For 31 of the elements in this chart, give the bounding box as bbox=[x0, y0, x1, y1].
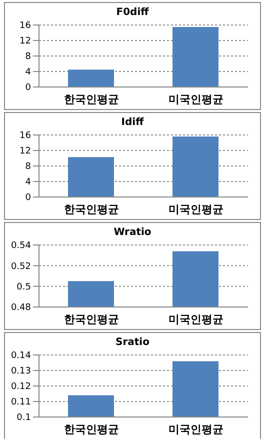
x-tick-label: 미국인평균 bbox=[168, 202, 224, 216]
x-tick-label: 미국인평균 bbox=[168, 422, 224, 436]
y-tick-label: 0.14 bbox=[10, 351, 32, 362]
y-tick-label: 0 bbox=[25, 193, 32, 204]
y-tick-label: 0.52 bbox=[10, 262, 31, 272]
y-tick-label: 8 bbox=[25, 52, 32, 62]
x-tick-label: 한국인평균 bbox=[64, 312, 119, 326]
y-tick-label: 16 bbox=[20, 21, 32, 32]
y-tick-label: 0.1 bbox=[16, 413, 31, 424]
chart-title: Sratio bbox=[114, 336, 150, 350]
x-tick-label: 미국인평균 bbox=[168, 312, 224, 326]
y-tick-label: 4 bbox=[25, 178, 32, 188]
y-tick-label: 0.13 bbox=[10, 366, 31, 377]
x-tick-label: 한국인평균 bbox=[64, 422, 119, 436]
chart-title: Idiff bbox=[120, 116, 145, 130]
y-tick-label: 12 bbox=[20, 146, 31, 157]
chart-title: F0diff bbox=[115, 6, 150, 20]
y-tick-label: 0.54 bbox=[10, 241, 32, 252]
x-tick-label: 한국인평균 bbox=[64, 202, 119, 216]
y-tick-label: 8 bbox=[25, 162, 32, 172]
y-tick-label: 0.5 bbox=[16, 282, 31, 293]
x-tick-label: 한국인평균 bbox=[64, 92, 119, 106]
y-tick-label: 0.11 bbox=[10, 398, 31, 408]
y-tick-label: 12 bbox=[20, 36, 31, 47]
y-tick-label: 4 bbox=[25, 68, 32, 78]
y-tick-label: 0 bbox=[25, 83, 32, 94]
y-tick-label: 0.48 bbox=[10, 303, 32, 314]
x-tick-label: 미국인평균 bbox=[168, 92, 224, 106]
chart-title: Wratio bbox=[112, 226, 152, 240]
y-tick-label: 0.12 bbox=[10, 382, 31, 392]
y-tick-label: 16 bbox=[20, 131, 32, 142]
